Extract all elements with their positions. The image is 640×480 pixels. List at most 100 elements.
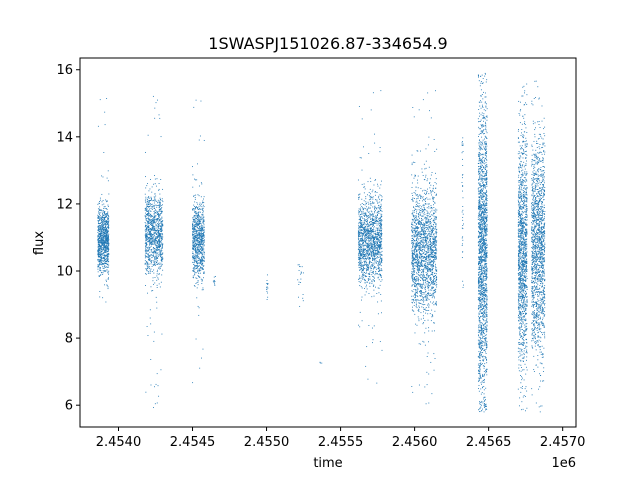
data-point: [156, 232, 158, 234]
data-point: [377, 250, 379, 252]
data-point: [146, 239, 148, 241]
data-point: [358, 219, 360, 220]
data-point: [196, 234, 198, 236]
data-point: [99, 218, 101, 220]
data-point: [107, 239, 109, 241]
data-point: [102, 238, 104, 239]
data-point: [197, 207, 198, 209]
data-point: [162, 204, 163, 206]
data-point: [196, 237, 197, 239]
data-point: [201, 235, 203, 237]
data-point: [361, 252, 363, 254]
data-point: [412, 275, 414, 277]
data-point: [160, 253, 162, 255]
data-point: [193, 226, 195, 228]
data-point: [202, 210, 204, 212]
data-point: [158, 114, 160, 116]
data-point: [362, 240, 364, 242]
data-point: [425, 245, 427, 247]
data-point: [368, 231, 370, 233]
data-point: [203, 236, 205, 238]
data-point: [361, 268, 363, 270]
data-point: [421, 260, 422, 262]
data-point: [202, 228, 204, 229]
data-point: [161, 261, 163, 263]
data-point: [98, 212, 100, 214]
data-point: [365, 233, 366, 235]
data-point: [198, 242, 200, 244]
data-point: [415, 284, 417, 286]
data-point: [359, 223, 361, 225]
data-point: [105, 254, 107, 256]
data-point: [423, 308, 425, 310]
data-point: [100, 274, 102, 276]
data-point: [364, 244, 366, 246]
data-point: [193, 260, 195, 262]
data-point: [108, 216, 110, 218]
data-point: [371, 222, 373, 224]
data-point: [148, 239, 150, 241]
data-point: [365, 220, 366, 222]
data-point: [380, 265, 382, 267]
data-point: [377, 260, 379, 262]
data-point: [431, 269, 433, 271]
data-point: [145, 237, 147, 239]
data-point: [377, 273, 378, 275]
data-point: [98, 223, 100, 225]
data-point: [107, 231, 108, 233]
data-point: [412, 239, 413, 241]
data-point: [192, 224, 194, 226]
data-point: [359, 282, 361, 283]
data-point: [360, 223, 362, 225]
data-point: [97, 235, 99, 237]
data-point: [202, 256, 204, 258]
data-point: [361, 183, 363, 185]
data-point: [100, 227, 102, 229]
data-point: [159, 205, 161, 207]
data-point: [158, 215, 160, 217]
data-point: [415, 231, 417, 232]
data-point: [152, 283, 154, 285]
data-point: [372, 271, 374, 273]
data-point: [366, 284, 367, 286]
data-point: [97, 239, 99, 241]
data-point: [415, 194, 417, 196]
data-point: [161, 238, 163, 239]
data-point: [104, 207, 106, 209]
data-point: [421, 208, 423, 210]
data-point: [423, 268, 424, 270]
data-point: [367, 208, 369, 210]
data-point: [379, 341, 381, 343]
data-point: [97, 240, 99, 242]
data-point: [358, 234, 360, 236]
data-point: [364, 219, 366, 221]
data-point: [203, 241, 205, 243]
data-point: [198, 222, 200, 224]
data-point: [100, 233, 102, 235]
data-point: [363, 267, 365, 269]
data-point: [196, 278, 198, 279]
data-point: [144, 257, 146, 259]
data-point: [200, 221, 202, 223]
data-point: [103, 246, 105, 248]
data-point: [416, 218, 418, 220]
data-point: [423, 241, 424, 243]
data-point: [358, 232, 360, 234]
data-point: [374, 277, 375, 279]
data-point: [104, 220, 106, 222]
data-point: [201, 252, 202, 254]
data-point: [147, 259, 149, 260]
data-point: [370, 248, 372, 249]
data-point: [371, 272, 373, 273]
data-point: [373, 249, 375, 251]
data-point: [149, 266, 151, 268]
data-point: [411, 182, 413, 184]
data-point: [359, 238, 361, 240]
data-point: [100, 240, 102, 242]
data-point: [146, 264, 148, 266]
data-point: [375, 273, 377, 274]
data-point: [416, 237, 418, 239]
data-point: [412, 260, 414, 262]
data-point: [367, 238, 369, 240]
data-point: [156, 240, 158, 241]
